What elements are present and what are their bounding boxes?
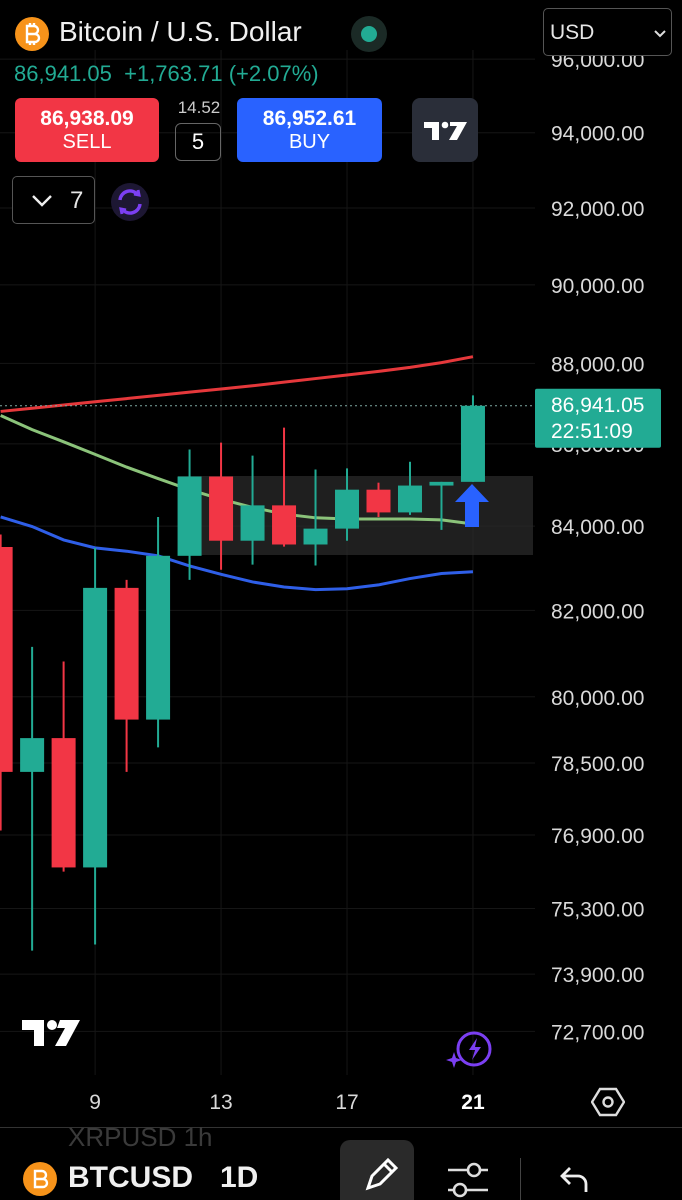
- y-tick-label: 76,900.00: [551, 825, 644, 848]
- price-label: 86,941.05: [551, 394, 644, 417]
- background-symbol: XRPUSD 1h: [68, 1122, 213, 1153]
- indicator-line: [0, 515, 474, 592]
- y-tick-label: 73,900.00: [551, 964, 644, 987]
- interval[interactable]: 1D: [220, 1161, 259, 1194]
- symbol-name[interactable]: Bitcoin / U.S. Dollar: [59, 16, 302, 47]
- y-tick-label: 94,000.00: [551, 123, 644, 146]
- market-status[interactable]: [350, 15, 388, 53]
- price: 86,941.05: [14, 61, 112, 86]
- spread: 14.52: [177, 98, 221, 117]
- candle: [0, 534, 13, 831]
- sell-button[interactable]: 86,938.09 SELL: [15, 98, 159, 162]
- change: +1,763.71 (+2.07%): [124, 61, 319, 86]
- tradingview-logo: [22, 1020, 80, 1046]
- undo-button[interactable]: [558, 1164, 592, 1194]
- candle: [460, 395, 485, 482]
- y-tick-label: 92,000.00: [551, 198, 644, 221]
- candle: [114, 579, 139, 772]
- symbol: XRPUSD: [68, 1122, 177, 1152]
- candle: [366, 482, 391, 517]
- candle-body: [177, 476, 202, 556]
- candle: [397, 461, 422, 515]
- candle-body: [460, 405, 485, 482]
- candle-body: [83, 587, 108, 868]
- candle-body: [20, 738, 45, 772]
- y-tick-label: 88,000.00: [551, 353, 644, 376]
- x-tick-label: 17: [335, 1091, 358, 1114]
- x-tick-label: 13: [209, 1091, 232, 1114]
- buy-button[interactable]: 86,952.61 BUY: [237, 98, 382, 162]
- countdown-label: 22:51:09: [551, 420, 633, 443]
- candle-body: [303, 528, 328, 545]
- candle-body: [335, 489, 360, 529]
- bottom-bar: XRPUSD 1h BTCUSD 1D: [0, 1122, 682, 1200]
- candle: [209, 442, 234, 570]
- signal-arrow: [455, 484, 489, 527]
- indicator-line: [0, 414, 474, 526]
- candle: [51, 661, 76, 872]
- y-tick-label: 82,000.00: [551, 600, 644, 623]
- buy-price: 86,952.61: [262, 107, 357, 130]
- candle-body: [272, 505, 297, 545]
- last-price: 86,941.05 +1,763.71 (+2.07%): [14, 61, 319, 87]
- sync-icon[interactable]: [110, 182, 150, 222]
- chevron: [32, 195, 52, 207]
- assistant-icon[interactable]: [444, 1030, 494, 1070]
- candle: [146, 516, 171, 748]
- symbol[interactable]: BTCUSD: [68, 1161, 193, 1194]
- x-tick-label: 9: [89, 1091, 101, 1114]
- y-tick-label: 78,500.00: [551, 753, 644, 776]
- candle: [177, 449, 202, 580]
- candle: [303, 469, 328, 566]
- candle-body: [114, 587, 139, 720]
- divider: [520, 1158, 521, 1200]
- indicators-toggle[interactable]: 7: [12, 176, 95, 224]
- y-tick-label: 90,000.00: [551, 275, 644, 298]
- currency-dropdown[interactable]: USD: [543, 8, 672, 56]
- sell-price: 86,938.09: [40, 107, 134, 130]
- currency: USD: [550, 21, 595, 44]
- bitcoin-icon: [15, 17, 49, 51]
- price-label-box: [535, 388, 661, 448]
- sell-label: SELL: [62, 131, 112, 153]
- candle-body: [51, 738, 76, 868]
- candle-body: [366, 489, 391, 513]
- candle-body: [146, 555, 171, 720]
- candle: [240, 455, 265, 565]
- drawing-button[interactable]: [340, 1140, 414, 1200]
- candle-body: [397, 485, 422, 513]
- y-tick-label: 75,300.00: [551, 899, 644, 922]
- bitcoin-icon: [23, 1162, 57, 1196]
- candle-body: [429, 481, 454, 486]
- candle-body: [0, 547, 13, 772]
- x-tick-label: 21: [461, 1091, 485, 1114]
- buy-label: BUY: [288, 131, 331, 153]
- tradingview-button[interactable]: [412, 98, 478, 162]
- candle: [272, 427, 297, 547]
- indicators-button[interactable]: [446, 1160, 490, 1200]
- candle-body: [240, 505, 265, 541]
- y-tick-label: 72,700.00: [551, 1021, 644, 1044]
- y-tick-label: 84,000.00: [551, 516, 644, 539]
- candle: [429, 481, 454, 530]
- indicator-line: [0, 355, 474, 413]
- quantity[interactable]: 5: [175, 123, 221, 161]
- chevron: [654, 30, 666, 38]
- candle: [83, 547, 108, 945]
- candle-body: [209, 476, 234, 541]
- candle: [335, 468, 360, 541]
- indicators-count: 7: [70, 187, 84, 214]
- candle: [20, 646, 45, 951]
- settings-icon[interactable]: [591, 1085, 625, 1119]
- interval: 1h: [183, 1122, 213, 1152]
- y-tick-label: 80,000.00: [551, 687, 644, 710]
